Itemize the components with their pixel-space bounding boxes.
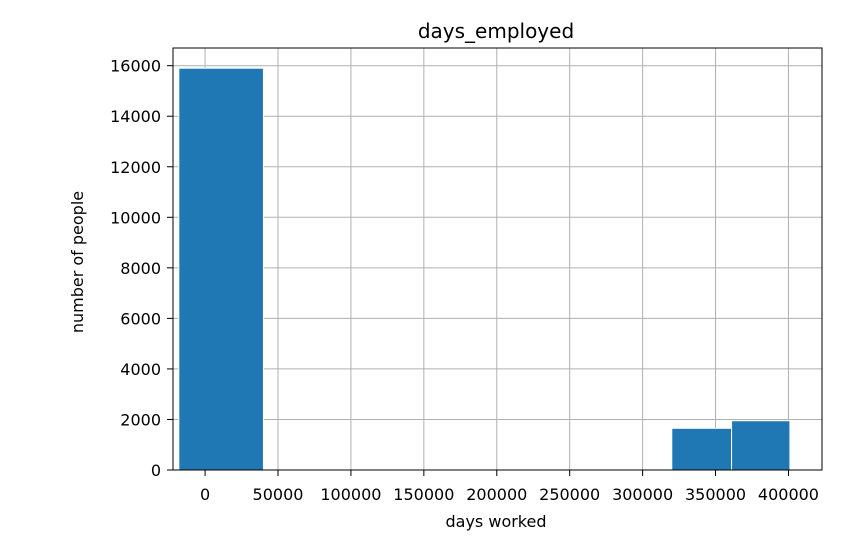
plot-frame <box>172 47 823 471</box>
x-tick-label-6: 300000 <box>612 485 673 504</box>
x-tick-label-3: 150000 <box>393 485 454 504</box>
y-tick-layer: 0 2000 4000 6000 8000 10000 12000 14000 16000 <box>110 57 173 480</box>
y-tick-label-7: 14000 <box>110 107 161 126</box>
x-tick-layer: 0 50000 100000 150000 200000 250000 300000 3500… <box>200 470 819 504</box>
y-axis-label: number of people <box>68 191 87 333</box>
y-tick-label-2: 4000 <box>120 360 161 379</box>
y-tick-label-5: 10000 <box>110 208 161 227</box>
y-tick-label-6: 12000 <box>110 158 161 177</box>
x-tick-label-1: 50000 <box>253 485 304 504</box>
x-tick-label-2: 100000 <box>320 485 381 504</box>
y-tick-label-0: 0 <box>151 461 161 480</box>
x-tick-label-4: 200000 <box>466 485 527 504</box>
histogram-bar-0 <box>178 67 264 471</box>
grid-layer <box>173 48 822 471</box>
histogram-bar-9 <box>731 420 791 471</box>
x-tick-label-0: 0 <box>200 485 210 504</box>
chart-title: days_employed <box>418 19 574 43</box>
histogram-bar-8 <box>671 427 733 471</box>
y-tick-label-1: 2000 <box>120 410 161 429</box>
x-tick-label-8: 400000 <box>758 485 819 504</box>
x-axis-label: days worked <box>446 512 547 531</box>
bar-layer <box>178 67 791 471</box>
y-tick-label-8: 16000 <box>110 57 161 76</box>
x-tick-label-7: 350000 <box>685 485 746 504</box>
y-tick-label-4: 8000 <box>120 259 161 278</box>
y-tick-label-3: 6000 <box>120 309 161 328</box>
x-tick-label-5: 250000 <box>539 485 600 504</box>
